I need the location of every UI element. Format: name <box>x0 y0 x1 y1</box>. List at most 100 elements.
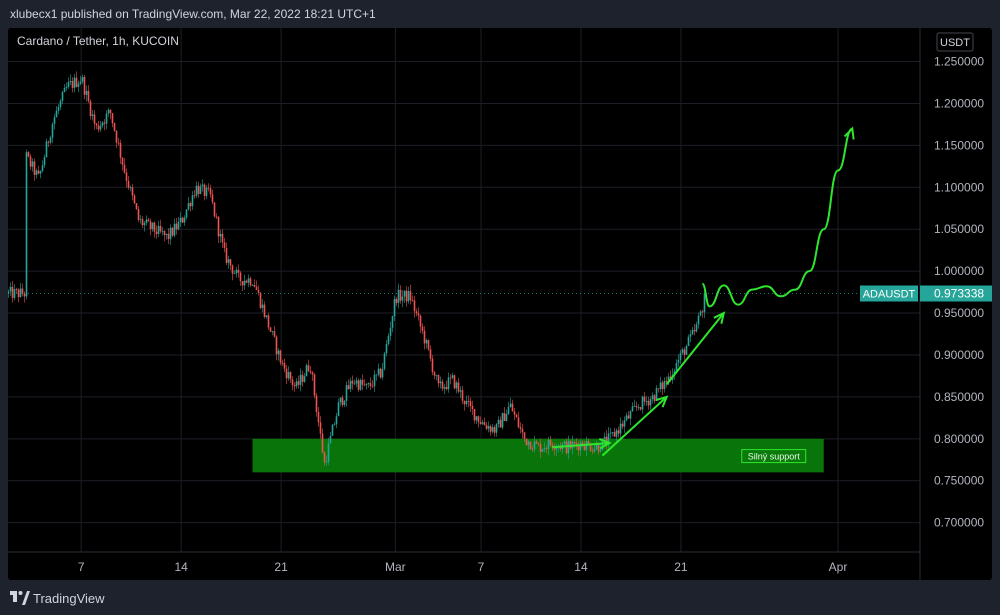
candle-body <box>57 106 60 111</box>
candle-body <box>511 403 514 412</box>
candle-body <box>23 293 26 297</box>
candle-body <box>389 327 392 336</box>
candle-body <box>347 385 350 390</box>
candle-body <box>547 439 550 449</box>
candle-body <box>465 401 468 405</box>
candle-body <box>535 441 538 444</box>
currency-label: USDT <box>940 37 970 49</box>
candle-body <box>615 430 618 437</box>
candle-body <box>677 359 680 363</box>
candle-body <box>373 374 376 387</box>
candle-body <box>521 428 524 433</box>
candle-body <box>473 408 476 421</box>
candle-body <box>185 209 188 218</box>
candle-body <box>451 375 454 378</box>
candle-body <box>265 315 268 317</box>
price-chart[interactable]: Silný support 1.250000 1.200000 1.150000 1.… <box>8 28 992 580</box>
candle-body <box>503 413 506 422</box>
candle-body <box>8 291 10 294</box>
candle-body <box>629 411 632 419</box>
candle-body <box>341 397 344 405</box>
candle-body <box>197 185 200 194</box>
candle-body <box>475 416 478 421</box>
candle-body <box>633 405 636 407</box>
candle-body <box>685 345 688 355</box>
candle-body <box>223 242 226 248</box>
candle-body <box>445 387 448 390</box>
candle-body <box>635 405 638 408</box>
y-tick-label: 0.800000 <box>934 432 984 446</box>
candle-body <box>497 419 500 425</box>
x-tick-label: Apr <box>829 560 848 574</box>
candle-body <box>423 330 426 344</box>
candle-body <box>661 382 664 390</box>
candle-body <box>539 443 542 452</box>
tradingview-logo-icon[interactable] <box>10 591 30 605</box>
candle-body <box>377 368 380 375</box>
candle-body <box>531 449 534 450</box>
candle-body <box>203 184 206 196</box>
x-tick-label: 21 <box>274 560 288 574</box>
symbol-tag <box>860 285 918 302</box>
candle-body <box>295 381 298 387</box>
candle-body <box>441 381 444 389</box>
candle-body <box>655 388 658 401</box>
candle-body <box>73 77 76 88</box>
chart-area[interactable]: Silný support 1.250000 1.200000 1.150000 1.… <box>8 28 992 580</box>
candle-body <box>361 379 364 385</box>
support-zone-label-box <box>741 449 807 464</box>
candle-body <box>211 194 214 203</box>
candle-body <box>509 403 512 407</box>
brand-name[interactable]: TradingView <box>33 591 105 606</box>
candle-body <box>137 209 140 220</box>
candle-body <box>261 304 264 308</box>
candle-body <box>255 286 258 290</box>
candle-body <box>153 222 156 232</box>
candle-body <box>331 424 334 436</box>
candle-body <box>421 326 424 331</box>
candle-body <box>485 425 488 429</box>
candle-body <box>549 439 552 446</box>
candle-body <box>29 156 32 167</box>
y-tick-label: 1.200000 <box>934 96 984 110</box>
candle-body <box>237 269 240 273</box>
candle-body <box>293 385 296 387</box>
candle-body <box>97 125 100 130</box>
candle-body <box>55 110 58 118</box>
candle-body <box>519 427 522 429</box>
candle-body <box>131 187 134 196</box>
candle-body <box>239 272 242 282</box>
candle-body <box>395 298 398 303</box>
candle-body <box>667 376 670 383</box>
candle-body <box>143 222 146 226</box>
candle-body <box>95 123 98 126</box>
candle-body <box>75 77 78 87</box>
candle-body <box>363 384 366 386</box>
candle-body <box>31 161 34 167</box>
candle-body <box>199 186 202 194</box>
symbol-tag-label: ADAUSDT <box>863 288 916 300</box>
candle-body <box>577 445 580 451</box>
candle-body <box>311 372 314 375</box>
candle-body <box>219 233 222 237</box>
candle-body <box>205 187 208 196</box>
currency-button[interactable]: USDT <box>936 32 974 52</box>
candle-body <box>469 401 472 407</box>
candle-body <box>189 203 192 207</box>
trend-arrow-line <box>665 312 725 385</box>
candle-body <box>171 227 174 236</box>
candle-body <box>467 401 470 402</box>
candle-body <box>147 219 150 222</box>
candle-body <box>639 407 642 410</box>
candle-body <box>175 223 178 230</box>
candle-body <box>59 100 62 107</box>
candle-body <box>11 286 14 298</box>
x-tick-label: 14 <box>174 560 188 574</box>
candle-body <box>605 436 608 445</box>
candle-body <box>313 374 316 396</box>
candle-body <box>13 289 16 298</box>
candle-body <box>433 372 436 376</box>
candle-body <box>609 432 612 434</box>
x-tick-label: Mar <box>385 560 406 574</box>
candle-body <box>487 426 490 429</box>
